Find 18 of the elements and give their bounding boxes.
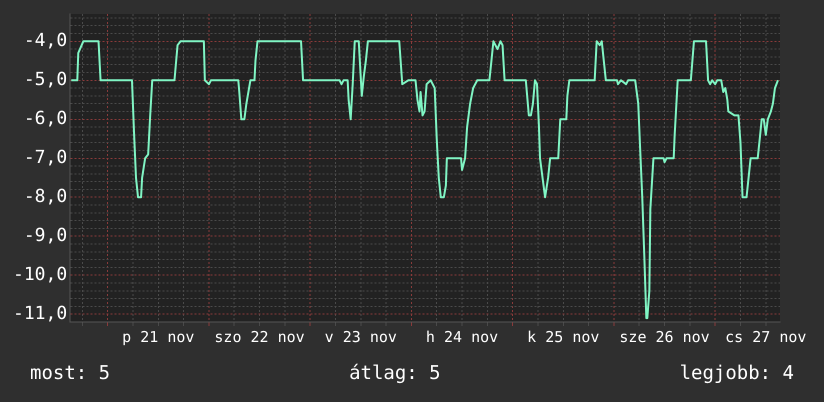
y-tick-label: -4,0 bbox=[24, 30, 68, 51]
y-tick-label: -7,0 bbox=[24, 146, 68, 168]
x-tick-label: k 25 nov bbox=[527, 328, 600, 346]
x-tick-label: h 24 nov bbox=[426, 328, 498, 346]
y-tick-label: -11,0 bbox=[12, 302, 68, 324]
y-tick-label: -6,0 bbox=[24, 108, 68, 129]
text: legjobb: 4 bbox=[680, 362, 794, 384]
text: most: 5 bbox=[30, 362, 110, 384]
y-tick-label: -5,0 bbox=[24, 68, 68, 90]
y-tick-label: -8,0 bbox=[24, 186, 68, 207]
x-tick-label: v 23 nov bbox=[324, 328, 397, 346]
x-tick-label: cs 27 nov bbox=[725, 328, 806, 346]
x-tick-label: sze 26 nov bbox=[619, 328, 710, 346]
text: átlag: 5 bbox=[349, 362, 441, 384]
y-tick-label: -10,0 bbox=[12, 264, 68, 285]
x-tick-label: szo 22 nov bbox=[214, 328, 305, 346]
y-tick-label: -9,0 bbox=[24, 224, 68, 246]
x-tick-label: p 21 nov bbox=[122, 328, 194, 346]
